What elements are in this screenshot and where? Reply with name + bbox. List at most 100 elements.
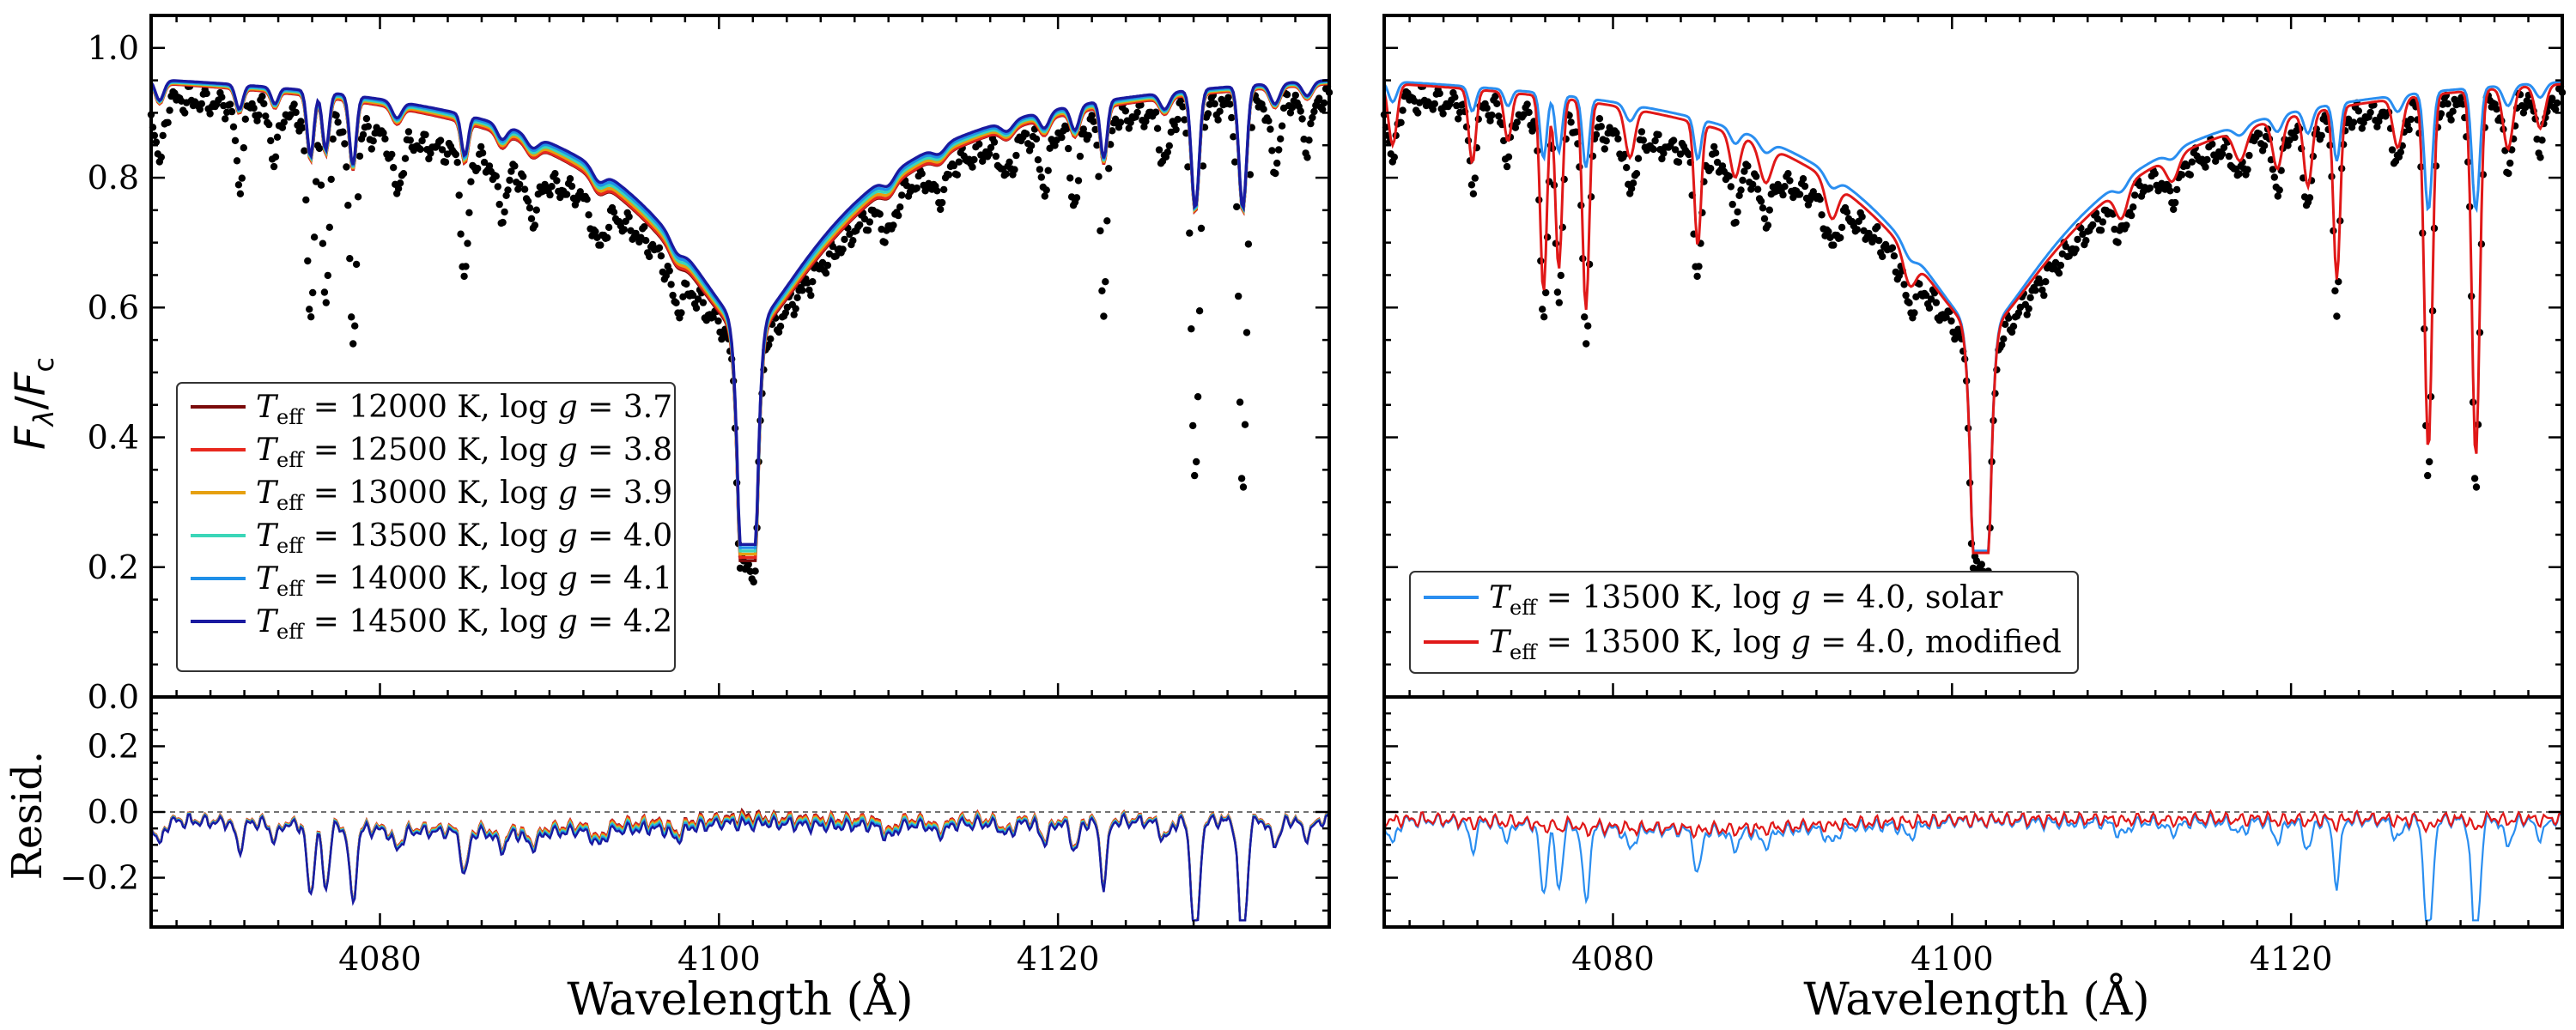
observed-point (953, 171, 962, 179)
observed-point (2208, 140, 2216, 148)
right-x-axis-label: Wavelength (Å) (1803, 972, 2149, 1026)
observed-point (260, 100, 268, 108)
observed-point (2275, 186, 2283, 194)
observed-point (1230, 133, 1237, 141)
observed-point (1838, 223, 1846, 232)
observed-point (2129, 203, 2137, 211)
observed-point (781, 309, 790, 317)
observed-point (1244, 240, 1253, 248)
observed-point (699, 299, 708, 306)
observed-point (1239, 483, 1248, 491)
observed-point (465, 209, 473, 216)
observed-point (1932, 299, 1941, 306)
observed-point (1572, 128, 1580, 136)
observed-point (2306, 194, 2314, 202)
observed-point (238, 174, 246, 182)
left-legend: Teff = 12000 K, log g = 3.7 Teff = 12500 … (176, 382, 676, 672)
observed-point (325, 223, 333, 231)
observed-point (1795, 191, 1804, 198)
observed-point (324, 271, 331, 280)
observed-point (1739, 176, 1747, 185)
observed-point (2373, 123, 2381, 130)
observed-point (2270, 173, 2278, 181)
observed-point (665, 267, 673, 275)
observed-point (548, 183, 556, 191)
observed-point (1194, 393, 1202, 401)
observed-point (404, 128, 413, 136)
observed-point (1651, 136, 1659, 145)
observed-point (234, 181, 243, 189)
observed-point (839, 245, 847, 253)
observed-point (2472, 483, 2481, 491)
observed-point (765, 341, 773, 348)
observed-point (348, 313, 355, 321)
observed-point (388, 150, 396, 159)
observed-point (1539, 306, 1546, 313)
observed-point (1753, 173, 1760, 180)
observed-point (1781, 183, 1789, 191)
observed-point (460, 272, 468, 281)
observed-point (1900, 281, 1908, 288)
observed-point (767, 335, 775, 342)
observed-point (1095, 173, 1103, 180)
observed-point (2335, 278, 2342, 286)
observed-point (1397, 118, 1405, 126)
y-tick-label: −0.2 (60, 859, 139, 897)
observed-point (1469, 190, 1478, 197)
observed-point (301, 147, 308, 154)
observed-point (1310, 107, 1318, 116)
observed-point (2449, 107, 2457, 115)
observed-point (2000, 335, 2008, 342)
observed-point (1927, 295, 1935, 303)
observed-point (2203, 155, 2211, 164)
observed-point (233, 157, 241, 165)
observed-point (2552, 106, 2560, 113)
observed-point (1414, 109, 1422, 117)
observed-point (159, 131, 167, 140)
observed-point (474, 165, 482, 173)
observed-point (1233, 203, 1241, 211)
observed-point (2318, 131, 2325, 140)
observed-point (992, 152, 1000, 161)
observed-point (568, 182, 576, 191)
observed-point (2244, 166, 2251, 173)
observed-point (1728, 200, 1736, 209)
observed-point (1629, 179, 1637, 187)
observed-point (1303, 154, 1311, 161)
observed-point (250, 104, 258, 112)
observed-point (1732, 218, 1740, 227)
observed-point (1431, 100, 1439, 108)
observed-point (2260, 142, 2269, 149)
observed-point (467, 178, 475, 185)
observed-point (641, 223, 648, 231)
observed-point (2521, 104, 2530, 112)
observed-point (1163, 148, 1172, 156)
x-tick-label: 4120 (1017, 940, 1100, 978)
observed-point (502, 191, 510, 199)
observed-point (2123, 221, 2130, 229)
observed-point (1076, 152, 1084, 161)
observed-point (1710, 142, 1718, 151)
right-panel: 4080 4100 4120 Wavelength (Å) Teff = 13500… (1380, 14, 2567, 1026)
observed-point (937, 205, 945, 214)
observed-point (1925, 304, 1934, 312)
observed-point (280, 118, 288, 126)
observed-point (478, 149, 487, 157)
observed-point (2470, 475, 2479, 482)
observed-point (1439, 110, 1447, 118)
observed-point (1511, 124, 1520, 131)
observed-point (1079, 125, 1088, 133)
observed-point (2183, 161, 2191, 170)
observed-point (1098, 287, 1106, 294)
observed-point (2170, 205, 2178, 214)
observed-point (1493, 100, 1501, 108)
observed-point (315, 144, 324, 153)
observed-point (312, 178, 320, 185)
residual-line (149, 810, 1331, 922)
observed-point (1305, 136, 1313, 144)
observed-point (1237, 475, 1246, 482)
observed-point (1779, 191, 1787, 199)
observed-point (566, 175, 574, 183)
observed-point (1072, 194, 1081, 202)
